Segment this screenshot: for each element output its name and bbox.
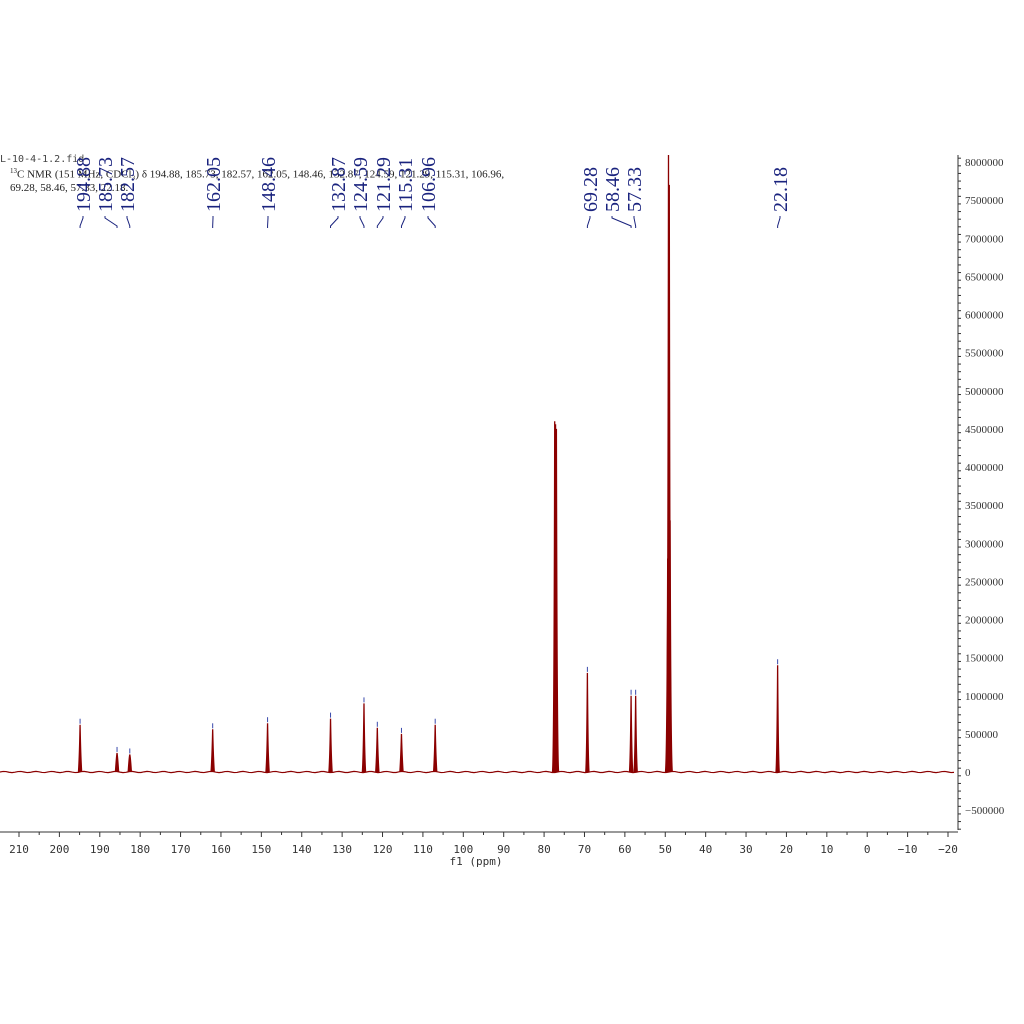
peak-label-connector: [330, 216, 339, 228]
peak-label: 132.87: [328, 157, 350, 212]
peak-label-connector: [104, 216, 118, 228]
x-tick-label: 190: [90, 843, 110, 856]
x-tick-label: 200: [49, 843, 69, 856]
peak-label: 106.96: [418, 157, 440, 212]
x-tick-label: 140: [292, 843, 312, 856]
peak-121.29: [375, 727, 380, 773]
nmr-description: 13C NMR (151 MHz, CDCl₃) δ 194.88, 185.7…: [10, 165, 510, 195]
peak-label: 69.28: [580, 167, 602, 212]
peak-label-connector: [633, 216, 637, 228]
x-tick-label: 10: [820, 843, 833, 856]
peak-76.95: [553, 428, 560, 773]
x-tick-label: −10: [898, 843, 918, 856]
x-tick-label: −20: [938, 843, 958, 856]
peak-162.05: [210, 729, 215, 773]
peak-label: 124.59: [350, 157, 372, 212]
peak-label: 148.46: [258, 157, 280, 212]
isotope-superscript: 13: [10, 167, 17, 175]
nmr-description-text: C NMR (151 MHz, CDCl₃) δ 194.88, 185.73,…: [10, 168, 505, 194]
x-axis-label: f1 (ppm): [450, 855, 503, 868]
spectrum: [0, 154, 955, 774]
peak-label-connector: [126, 216, 131, 228]
y-tick-label: 0: [965, 767, 971, 779]
y-tick-label: 3500000: [965, 500, 1004, 512]
y-tick-label: 7000000: [965, 233, 1004, 245]
file-name: L-10-4-1.2.fid: [0, 154, 85, 165]
peak-label-connector: [400, 216, 406, 228]
x-tick-label: 80: [537, 843, 550, 856]
y-axis: −500000 0 500000 1000000 1500000 2000000 25000…: [957, 155, 1005, 830]
y-tick-label: 3000000: [965, 538, 1004, 550]
x-tick-label: 100: [453, 843, 473, 856]
x-tick-label: 130: [332, 843, 352, 856]
x-tick-label: 40: [699, 843, 712, 856]
peak-148.46: [265, 723, 270, 773]
peak-label: 162.05: [203, 157, 225, 212]
peak-label-connector: [586, 216, 591, 228]
peak-label-connector: [427, 216, 436, 228]
x-tick-label: 20: [780, 843, 793, 856]
peak-label-connector: [359, 216, 365, 228]
peak-57.33: [633, 695, 638, 773]
y-tick-label: −500000: [965, 805, 1005, 817]
peak-label-connector: [79, 216, 84, 228]
y-tick-label: 2500000: [965, 576, 1004, 588]
y-tick-label: 7500000: [965, 195, 1004, 207]
y-tick-label: 500000: [965, 729, 999, 741]
peak-label: 121.29: [373, 157, 395, 212]
peak-69.28: [585, 672, 590, 773]
peak-124.59: [361, 703, 367, 773]
peak-label: 58.46: [602, 167, 624, 212]
y-tick-label: 8000000: [965, 157, 1004, 169]
x-tick-label: 0: [864, 843, 871, 856]
x-tick-label: 160: [211, 843, 231, 856]
x-axis: 210 200 190 180 170 160 150 140 130 120 110 100 90 80…: [0, 831, 958, 856]
baseline: [0, 770, 955, 774]
peak-label-connector: [777, 216, 781, 228]
peak-label: 115.31: [395, 158, 417, 212]
peak-182.57: [127, 754, 133, 773]
peak-label: 194.88: [73, 157, 95, 212]
peak-label: 185.73: [95, 157, 117, 212]
x-tick-label: 70: [578, 843, 591, 856]
x-tick-label: 170: [171, 843, 191, 856]
y-tick-label: 4500000: [965, 424, 1004, 436]
y-tick-label: 2000000: [965, 615, 1004, 627]
x-tick-label: 50: [659, 843, 672, 856]
peak-label: 182.57: [117, 157, 139, 212]
peak-labels: 194.88 185.73 182.57 162.05 148.46 132.87 124.…: [73, 157, 792, 228]
y-tick-label: 6500000: [965, 271, 1004, 283]
peak-106.96: [432, 724, 438, 773]
peak-194.88: [77, 724, 83, 773]
x-tick-label: 180: [130, 843, 150, 856]
peak-label-connector: [376, 216, 384, 228]
x-tick-label: 120: [373, 843, 393, 856]
x-tick-label: 60: [618, 843, 631, 856]
peak-label: 22.18: [770, 167, 792, 212]
peak-115.31: [399, 733, 404, 773]
x-tick-label: 150: [251, 843, 271, 856]
y-tick-label: 4000000: [965, 462, 1004, 474]
x-tick-label: 90: [497, 843, 510, 856]
x-tick-label: 210: [9, 843, 29, 856]
x-tick-label: 110: [413, 843, 433, 856]
y-tick-label: 1500000: [965, 653, 1004, 665]
peak-48.8: [667, 520, 673, 773]
peak-label: 57.33: [624, 167, 646, 212]
peak-132.87: [328, 718, 333, 773]
peak-185.73: [114, 752, 120, 773]
y-tick-label: 5500000: [965, 348, 1004, 360]
peak-label-connector: [611, 216, 632, 228]
y-tick-label: 6000000: [965, 310, 1004, 322]
y-tick-label: 5000000: [965, 386, 1004, 398]
x-tick-label: 30: [739, 843, 752, 856]
peak-58.46: [628, 695, 634, 773]
y-tick-label: 1000000: [965, 691, 1004, 703]
peak-22.18: [775, 665, 780, 773]
